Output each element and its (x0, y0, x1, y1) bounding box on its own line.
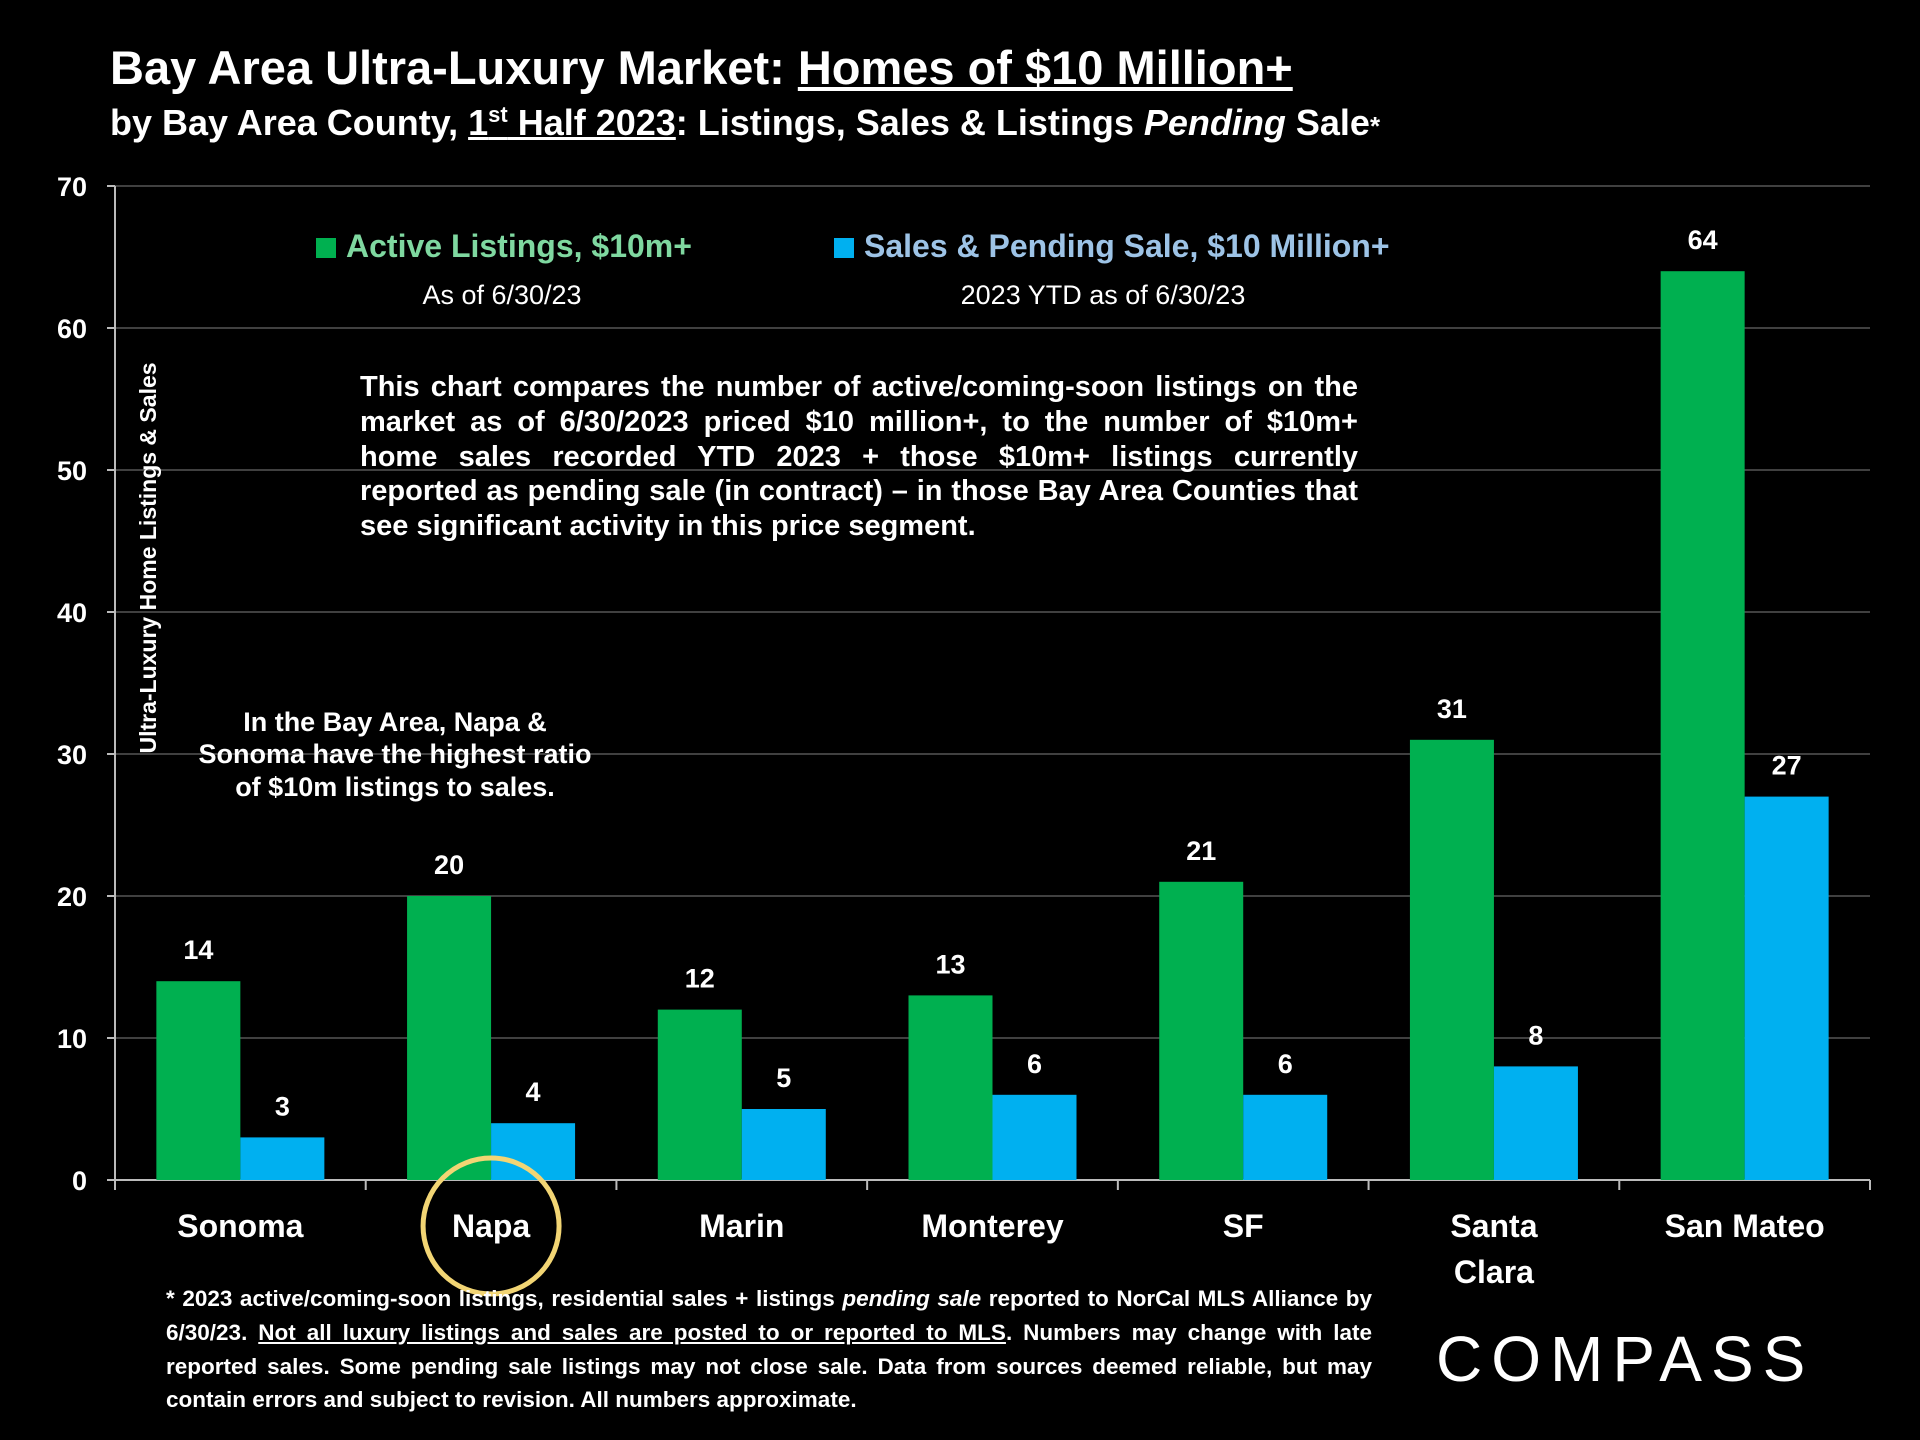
subtitle-italic: Pending (1143, 102, 1286, 143)
subtitle-mid: : Listings, Sales & Listings (675, 102, 1144, 143)
footnote: * 2023 active/coming-soon listings, resi… (166, 1282, 1372, 1417)
x-category-label: SF (1223, 1208, 1264, 1244)
data-label: 20 (434, 850, 464, 880)
footnote-part2: reported to NorCal MLS Alliance by 6/30/… (166, 1286, 1373, 1345)
footnote-part1: * 2023 active/coming-soon listings, resi… (166, 1286, 843, 1311)
y-axis-label: Ultra-Luxury Home Listings & Sales (135, 362, 161, 753)
x-category-label: Napa (452, 1208, 530, 1244)
sales-pending-bar-marin (741, 1109, 826, 1180)
x-category-label: Sonoma (177, 1208, 303, 1244)
active-listings-bar-san-mateo (1660, 271, 1745, 1180)
subtitle-period-text: Half 2023 (507, 102, 676, 143)
sales-pending-bar-monterey (992, 1094, 1077, 1180)
data-label: 27 (1772, 751, 1802, 781)
y-tick-label: 40 (57, 598, 87, 628)
x-category-label: Marin (699, 1208, 784, 1244)
data-label: 31 (1437, 694, 1467, 724)
y-tick-label: 70 (57, 172, 87, 202)
title-underlined: Homes of $10 Million+ (797, 41, 1293, 94)
footnote-italic: pending sale (842, 1286, 982, 1311)
chart-description-annotation: This chart compares the number of active… (360, 371, 1358, 543)
highlight-circle (420, 1155, 562, 1297)
y-tick-label: 30 (57, 740, 87, 770)
x-category-label: Clara (1454, 1254, 1534, 1290)
data-label: 8 (1528, 1020, 1543, 1050)
y-tick-label: 10 (57, 1024, 87, 1054)
sales-pending-bar-sf (1243, 1094, 1328, 1180)
sales-pending-bar-sonoma (240, 1137, 325, 1180)
napa-ratio-annotation: In the Bay Area, Napa & Sonoma have the … (198, 707, 592, 802)
legend-label: Sales & Pending Sale, $10 Million+ (864, 228, 1390, 264)
legend-label: Active Listings, $10m+ (346, 228, 692, 264)
legend-note: As of 6/30/23 (422, 280, 581, 310)
legend-swatch (834, 238, 854, 258)
data-label: 6 (1278, 1049, 1293, 1079)
footnote-part3: . Numbers may change with late reported … (166, 1319, 1372, 1413)
data-label: 12 (685, 964, 715, 994)
subtitle-asterisk: * (1369, 111, 1381, 141)
legend-note: 2023 YTD as of 6/30/23 (961, 280, 1246, 310)
sales-pending-bar-san-mateo (1744, 796, 1829, 1180)
legend-swatch (316, 238, 336, 258)
title-prefix: Bay Area Ultra-Luxury Market: (110, 41, 798, 94)
compass-logo: COMPASS (1436, 1323, 1815, 1395)
data-label: 6 (1027, 1049, 1042, 1079)
y-tick-label: 20 (57, 882, 87, 912)
data-label: 3 (275, 1091, 290, 1121)
data-label: 64 (1688, 225, 1718, 255)
data-label: 4 (526, 1077, 541, 1107)
active-listings-bar-monterey (908, 995, 993, 1180)
subtitle-ordinal: 1 (468, 102, 489, 143)
x-category-label: Monterey (921, 1208, 1063, 1244)
subtitle-period: 1st Half 2023 (468, 102, 676, 143)
chart-title: Bay Area Ultra-Luxury Market: Homes of $… (110, 40, 1293, 95)
x-category-label: Santa (1450, 1208, 1537, 1244)
data-label: 13 (935, 949, 965, 979)
active-listings-bar-sf (1159, 881, 1244, 1180)
y-tick-label: 0 (72, 1166, 87, 1196)
data-label: 5 (776, 1063, 791, 1093)
x-category-label: San Mateo (1665, 1208, 1825, 1244)
subtitle-suffix: Sale (1285, 102, 1370, 143)
subtitle-ordinal-sup: st (488, 102, 508, 127)
active-listings-bar-marin (657, 1009, 742, 1180)
data-label: 21 (1186, 836, 1216, 866)
sales-pending-bar-santa-clara (1493, 1066, 1578, 1180)
active-listings-bar-santa-clara (1409, 739, 1494, 1180)
subtitle-prefix: by Bay Area County, (110, 102, 469, 143)
y-tick-label: 50 (57, 456, 87, 486)
data-label: 14 (183, 935, 213, 965)
footnote-underlined: Not all luxury listings and sales are po… (258, 1319, 1006, 1345)
active-listings-bar-napa (407, 896, 492, 1180)
active-listings-bar-sonoma (156, 981, 241, 1180)
chart-subtitle: by Bay Area County, 1st Half 2023: Listi… (110, 102, 1380, 144)
y-tick-label: 60 (57, 314, 87, 344)
